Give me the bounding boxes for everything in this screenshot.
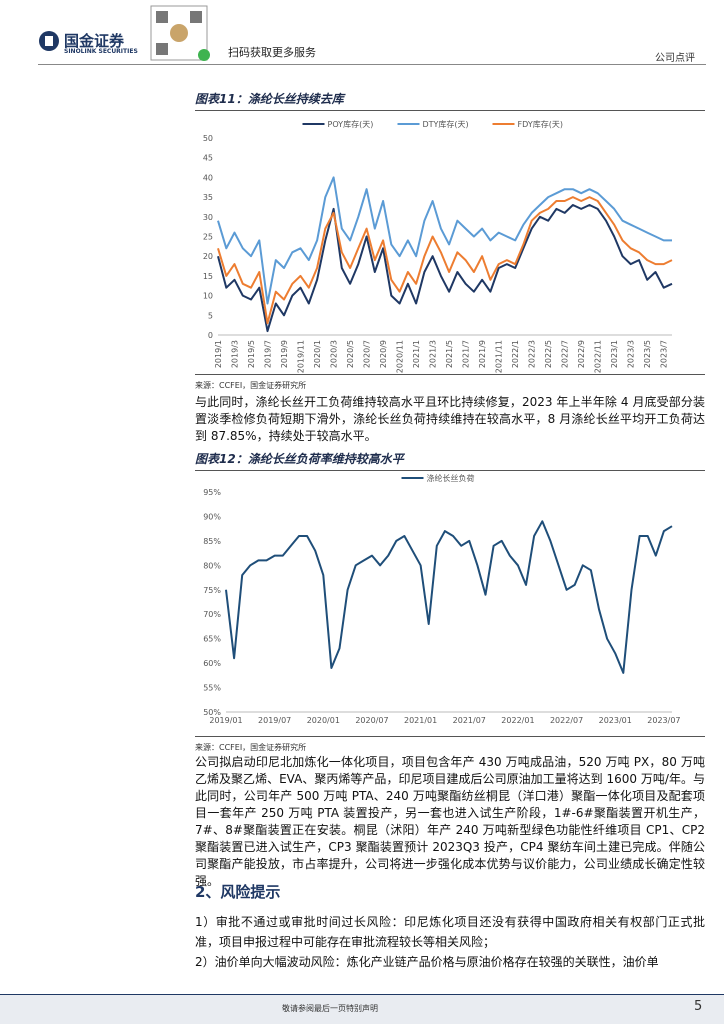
- x-tick-label: 2021/7: [462, 340, 471, 368]
- footer-band: [0, 994, 724, 1024]
- logo-sub: SINOLINK SECURITIES: [64, 48, 138, 55]
- logo-text: 国金证券: [64, 32, 125, 50]
- paragraph: 公司拟启动印尼北加炼化一体化项目，项目包含年产 430 万吨成品油，520 万吨…: [195, 755, 705, 888]
- x-tick-label: 2022/9: [577, 340, 586, 368]
- page-number: 5: [694, 999, 703, 1014]
- x-tick-label: 2020/11: [396, 340, 405, 373]
- report-category: 公司点评: [655, 53, 695, 64]
- x-tick-label: 2019/3: [231, 340, 240, 368]
- y-tick-label: 5: [208, 311, 213, 320]
- legend-label: FDY库存(天): [518, 119, 563, 129]
- y-tick-label: 80%: [203, 561, 221, 570]
- chart-source: 来源：CCFEI，国金证券研究所: [195, 374, 705, 391]
- y-tick-label: 50%: [203, 708, 221, 717]
- x-tick-label: 2022/1: [511, 340, 520, 368]
- chart: 50% 55% 60% 65% 70% 75% 80% 85% 90% 95% 2019/01 201…: [203, 473, 680, 725]
- data-line: [217, 196, 673, 325]
- y-tick-label: 10: [203, 292, 213, 301]
- y-tick-label: 40: [203, 173, 213, 182]
- y-tick-label: 75%: [203, 586, 221, 595]
- x-tick-label: 2020/01: [307, 716, 340, 725]
- x-tick-label: 2021/5: [445, 340, 454, 368]
- x-tick-label: 2019/5: [247, 340, 256, 368]
- chart-title: 图表12：涤纶长丝负荷率维持较高水平: [195, 450, 705, 471]
- y-tick-label: 65%: [203, 635, 221, 644]
- qr-code: [150, 5, 210, 61]
- x-tick-label: 2022/3: [528, 340, 537, 368]
- x-tick-label: 2022/5: [544, 340, 553, 368]
- section-title: 2、风险提示: [195, 883, 281, 901]
- x-tick-label: 2021/3: [429, 340, 438, 368]
- x-tick-label: 2019/1: [214, 340, 223, 368]
- x-tick-label: 2023/1: [610, 340, 619, 368]
- y-tick-label: 15: [203, 272, 213, 281]
- legend-label: DTY库存(天): [423, 119, 469, 129]
- x-tick-label: 2022/07: [550, 716, 583, 725]
- risk-item: 1）审批不通过或审批时间过长风险：印尼炼化项目还没有获得中国政府相关有权部门正式…: [195, 915, 705, 949]
- data-line: [225, 520, 673, 674]
- x-tick-label: 2021/11: [495, 340, 504, 373]
- paragraph: 与此同时，涤纶长丝开工负荷维持较高水平且环比持续修复，2023 年上半年除 4 …: [195, 395, 705, 443]
- data-line: [217, 204, 673, 333]
- y-tick-label: 30: [203, 213, 213, 222]
- x-tick-label: 2020/3: [330, 340, 339, 368]
- x-tick-label: 2020/9: [379, 340, 388, 368]
- y-tick-label: 95%: [203, 488, 221, 497]
- chart-title: 图表11：涤纶长丝持续去库: [195, 90, 705, 111]
- y-tick-label: 85%: [203, 537, 221, 546]
- x-tick-label: 2022/01: [501, 716, 534, 725]
- x-tick-label: 2019/7: [264, 340, 273, 368]
- qr-text: 扫码获取更多服务: [228, 46, 316, 59]
- header-rule: [38, 64, 706, 65]
- x-tick-label: 2021/07: [453, 716, 486, 725]
- x-tick-label: 2019/07: [258, 716, 291, 725]
- x-tick-label: 2020/1: [313, 340, 322, 368]
- chart: 0 5 10 15 20 25 30 35 40 45 50 2019/1 2019/3 2019/5 20…: [203, 119, 673, 373]
- x-tick-label: 2019/01: [209, 716, 242, 725]
- y-tick-label: 50: [203, 134, 213, 143]
- logo-icon: [39, 31, 59, 51]
- x-tick-label: 2023/5: [643, 340, 652, 368]
- x-tick-label: 2021/9: [478, 340, 487, 368]
- data-line: [217, 176, 672, 305]
- y-tick-label: 55%: [203, 684, 221, 693]
- y-tick-label: 20: [203, 252, 213, 261]
- x-tick-label: 2021/01: [404, 716, 437, 725]
- x-tick-label: 2020/07: [355, 716, 388, 725]
- x-tick-label: 2020/5: [346, 340, 355, 368]
- x-tick-label: 2019/9: [280, 340, 289, 368]
- y-tick-label: 60%: [203, 659, 221, 668]
- x-tick-label: 2021/1: [412, 340, 421, 368]
- y-tick-label: 90%: [203, 512, 221, 521]
- x-tick-label: 2022/7: [561, 340, 570, 368]
- y-tick-label: 0: [208, 331, 213, 340]
- chart-source: 来源：CCFEI，国金证券研究所: [195, 736, 705, 753]
- x-tick-label: 2023/01: [599, 716, 632, 725]
- x-tick-label: 2020/7: [363, 340, 372, 368]
- x-tick-label: 2023/7: [660, 340, 669, 368]
- y-tick-label: 45: [203, 154, 213, 163]
- x-tick-label: 2019/11: [297, 340, 306, 373]
- x-tick-label: 2023/3: [627, 340, 636, 368]
- legend-label: 涤纶长丝负荷: [427, 473, 475, 483]
- y-tick-label: 35: [203, 193, 213, 202]
- y-tick-label: 70%: [203, 610, 221, 619]
- footer-note: 敬请参阅最后一页特别声明: [282, 1004, 378, 1013]
- legend-label: POY库存(天): [328, 119, 374, 129]
- risk-item: 2）油价单向大幅波动风险：炼化产业链产品价格与原油价格存在较强的关联性，油价单: [195, 955, 659, 969]
- x-tick-label: 2023/07: [647, 716, 680, 725]
- x-tick-label: 2022/11: [594, 340, 603, 373]
- y-tick-label: 25: [203, 233, 213, 242]
